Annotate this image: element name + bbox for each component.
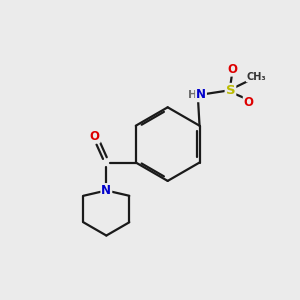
Text: N: N xyxy=(101,184,111,197)
Text: O: O xyxy=(244,96,254,109)
Text: H: H xyxy=(188,90,197,100)
Text: O: O xyxy=(227,63,237,76)
Text: S: S xyxy=(226,84,235,97)
Text: CH₃: CH₃ xyxy=(247,71,266,82)
Text: N: N xyxy=(196,88,206,101)
Text: O: O xyxy=(90,130,100,142)
